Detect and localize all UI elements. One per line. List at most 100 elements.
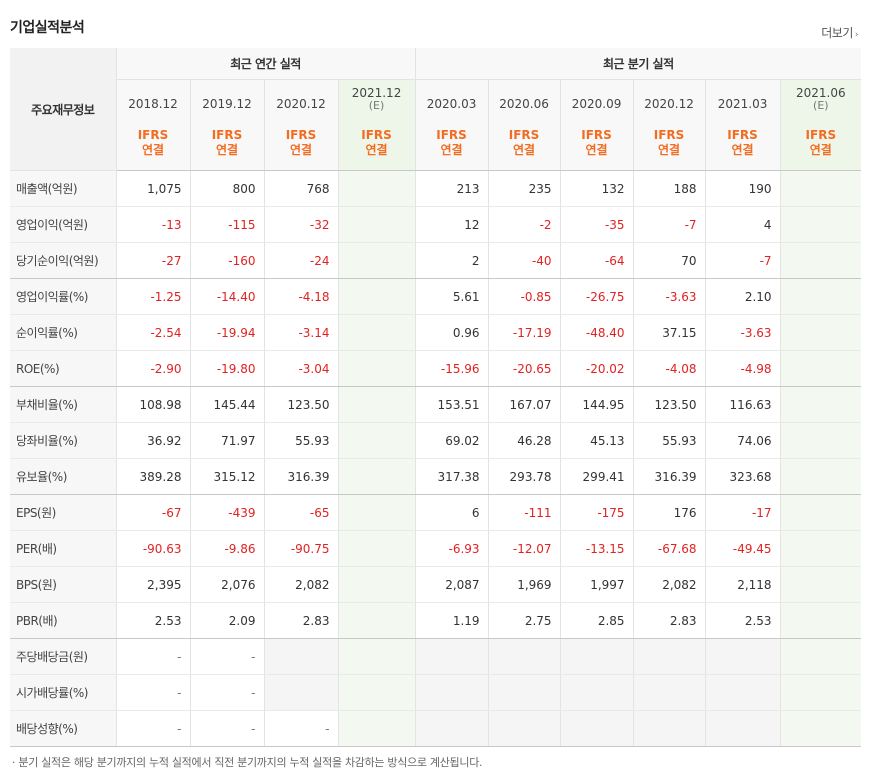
table-cell: 2.10 bbox=[704, 278, 781, 315]
table-cell bbox=[337, 242, 416, 279]
more-label: 더보기 bbox=[821, 26, 853, 40]
table-row: 시가배당률(%) - - bbox=[10, 674, 862, 711]
table-cell bbox=[337, 422, 416, 459]
table-cell: - bbox=[263, 710, 338, 747]
table-cell: 176 bbox=[632, 494, 706, 531]
row-label: 당좌비율(%) bbox=[10, 422, 116, 459]
row-label: 유보율(%) bbox=[10, 458, 116, 495]
period-label: 2021.12 bbox=[351, 85, 402, 100]
basis-standard: IFRS bbox=[361, 127, 392, 142]
table-cell: -2.90 bbox=[115, 350, 190, 387]
basis-scope: 연결 bbox=[365, 142, 388, 157]
period-header: 2020.12 bbox=[263, 79, 338, 115]
row-label: PER(배) bbox=[10, 530, 116, 567]
period-label: 2020.09 bbox=[571, 97, 622, 111]
table-row: 당좌비율(%) 36.92 71.97 55.93 69.02 46.28 45.13 55.… bbox=[10, 422, 862, 459]
basis-standard: IFRS bbox=[285, 127, 317, 142]
table-cell: 2,082 bbox=[263, 566, 338, 603]
table-cell: 190 bbox=[704, 170, 781, 207]
chevron-right-icon: › bbox=[854, 30, 859, 40]
table-cell: -13.15 bbox=[559, 530, 634, 567]
table-cell bbox=[337, 710, 416, 747]
table-cell bbox=[559, 710, 634, 747]
table-cell: 299.41 bbox=[559, 458, 634, 495]
table-row: 순이익률(%) -2.54 -19.94 -3.14 0.96 -17.19 -48.40 3… bbox=[10, 314, 862, 351]
table-cell: 46.28 bbox=[487, 422, 561, 459]
period-header: 2020.09 bbox=[559, 79, 634, 115]
row-label: 주당배당금(원) bbox=[10, 638, 116, 675]
table-cell: 389.28 bbox=[115, 458, 190, 495]
table-cell: 55.93 bbox=[632, 422, 706, 459]
table-cell bbox=[704, 674, 781, 711]
table-cell: 213 bbox=[414, 170, 489, 207]
table-cell: -17.19 bbox=[487, 314, 561, 351]
basis-header: IFRS 연결 bbox=[487, 115, 561, 171]
table-cell: -26.75 bbox=[559, 278, 634, 315]
row-label-header: 주요재무정보 bbox=[10, 48, 116, 171]
table-cell: -160 bbox=[189, 242, 264, 279]
table-row: PER(배) -90.63 -9.86 -90.75 -6.93 -12.07 -13.15… bbox=[10, 530, 862, 567]
table-cell: 188 bbox=[632, 170, 706, 207]
table-cell: -90.63 bbox=[115, 530, 190, 567]
more-link[interactable]: 더보기 › bbox=[821, 24, 858, 41]
table-cell: 0.96 bbox=[414, 314, 489, 351]
table-cell: -24 bbox=[263, 242, 338, 279]
basis-standard: IFRS bbox=[653, 127, 685, 142]
basis-scope: 연결 bbox=[513, 142, 536, 157]
table-cell: -2 bbox=[487, 206, 561, 243]
table-cell bbox=[779, 602, 862, 639]
row-label: 영업이익률(%) bbox=[10, 278, 116, 315]
table-cell: -19.80 bbox=[189, 350, 264, 387]
table-cell bbox=[337, 458, 416, 495]
period-header: 2021.06 (E) bbox=[779, 79, 862, 115]
table-cell bbox=[779, 674, 862, 711]
row-label: BPS(원) bbox=[10, 566, 116, 603]
table-cell: 116.63 bbox=[704, 386, 781, 423]
table-cell bbox=[414, 674, 489, 711]
table-row: 유보율(%) 389.28 315.12 316.39 317.38 293.78 299.… bbox=[10, 458, 862, 495]
table-cell bbox=[414, 638, 489, 675]
period-header: 2020.12 bbox=[632, 79, 706, 115]
table-cell: 36.92 bbox=[115, 422, 190, 459]
basis-header: IFRS 연결 bbox=[559, 115, 634, 171]
period-header: 2020.03 bbox=[414, 79, 489, 115]
table-cell: -67.68 bbox=[632, 530, 706, 567]
basis-standard: IFRS bbox=[508, 127, 540, 142]
table-cell: 5.61 bbox=[414, 278, 489, 315]
table-cell bbox=[779, 170, 862, 207]
basis-scope: 연결 bbox=[658, 142, 681, 157]
table-cell: 4 bbox=[704, 206, 781, 243]
table-cell bbox=[337, 278, 416, 315]
table-cell: -7 bbox=[632, 206, 706, 243]
table-cell: 235 bbox=[487, 170, 561, 207]
table-cell bbox=[263, 638, 338, 675]
table-cell: -40 bbox=[487, 242, 561, 279]
table-cell: 144.95 bbox=[559, 386, 634, 423]
table-cell: 153.51 bbox=[414, 386, 489, 423]
period-header: 2018.12 bbox=[115, 79, 190, 115]
table-cell: -4.98 bbox=[704, 350, 781, 387]
row-label: PBR(배) bbox=[10, 602, 116, 639]
basis-header: IFRS 연결 bbox=[779, 115, 862, 171]
table-cell: -14.40 bbox=[189, 278, 264, 315]
table-cell: 316.39 bbox=[632, 458, 706, 495]
table-cell: -90.75 bbox=[263, 530, 338, 567]
row-label: 부채비율(%) bbox=[10, 386, 116, 423]
table-row: 영업이익률(%) -1.25 -14.40 -4.18 5.61 -0.85 -26.75-… bbox=[10, 278, 862, 315]
table-cell bbox=[559, 674, 634, 711]
table-cell: -7 bbox=[704, 242, 781, 279]
table-cell: 55.93 bbox=[263, 422, 338, 459]
basis-standard: IFRS bbox=[137, 127, 169, 142]
table-cell bbox=[337, 206, 416, 243]
table-cell bbox=[632, 674, 706, 711]
table-cell: 1,075 bbox=[115, 170, 190, 207]
table-cell bbox=[337, 602, 416, 639]
table-cell bbox=[704, 710, 781, 747]
table-row: 부채비율(%) 108.98 145.44 123.50 153.51 167.07 144… bbox=[10, 386, 862, 423]
table-cell: -6.93 bbox=[414, 530, 489, 567]
table-cell: - bbox=[115, 710, 190, 747]
table-cell: 315.12 bbox=[189, 458, 264, 495]
basis-standard: IFRS bbox=[581, 127, 612, 142]
table-row: 주당배당금(원) - - bbox=[10, 638, 862, 675]
table-cell: -49.45 bbox=[704, 530, 781, 567]
